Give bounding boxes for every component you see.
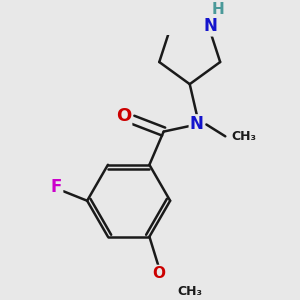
Text: N: N	[204, 17, 218, 35]
Text: CH₃: CH₃	[231, 130, 256, 143]
Text: H: H	[212, 2, 224, 17]
Text: O: O	[152, 266, 165, 281]
Text: O: O	[116, 107, 131, 125]
Text: F: F	[51, 178, 62, 196]
Text: N: N	[190, 116, 204, 134]
Text: CH₃: CH₃	[178, 285, 203, 298]
